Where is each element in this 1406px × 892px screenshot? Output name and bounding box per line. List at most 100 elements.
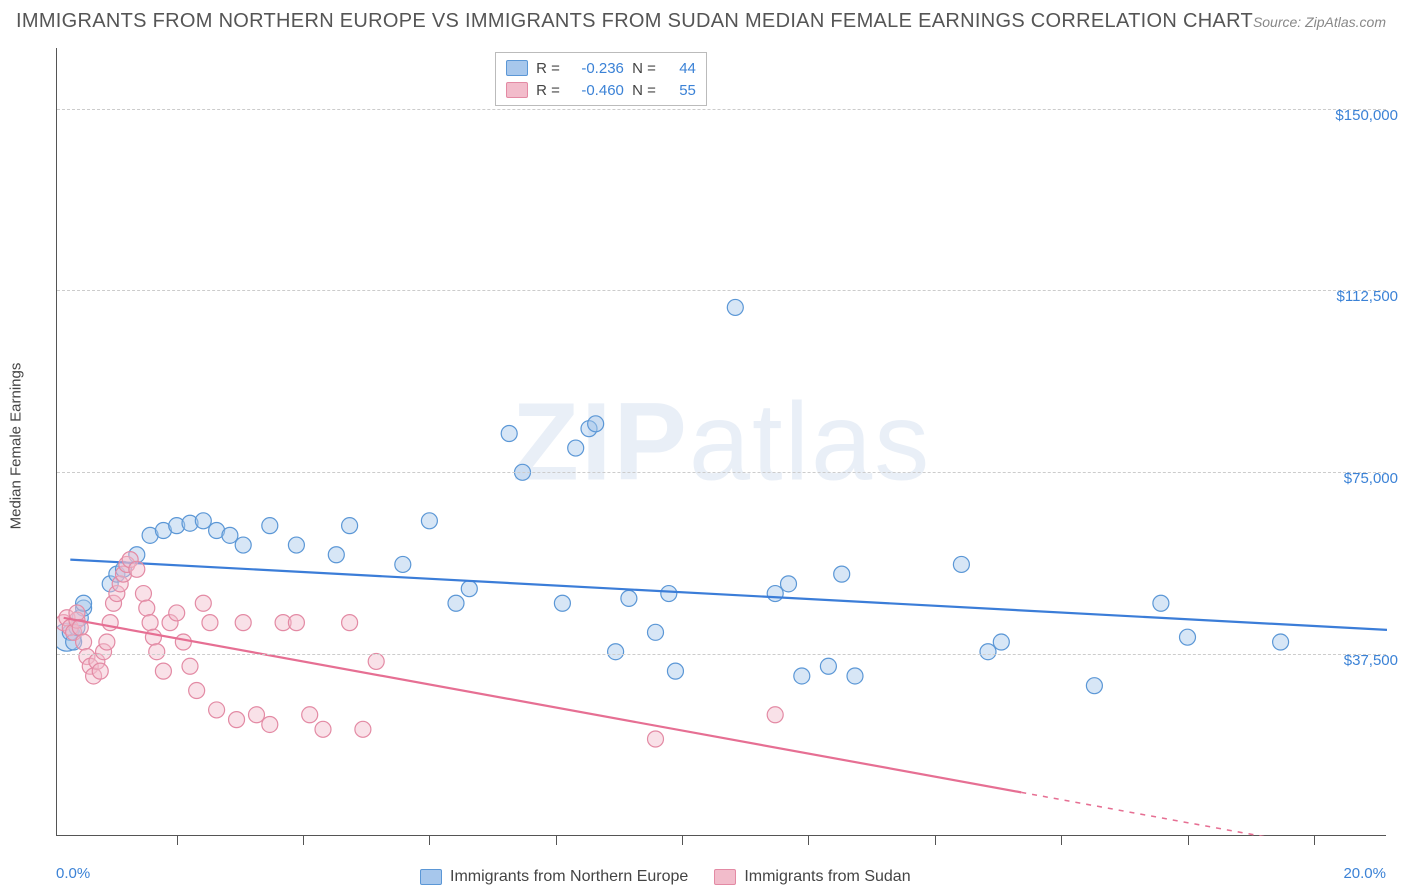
scatter-point	[1180, 629, 1196, 645]
source-prefix: Source:	[1253, 14, 1305, 30]
scatter-point	[249, 707, 265, 723]
x-tick	[429, 835, 430, 845]
scatter-point	[169, 605, 185, 621]
scatter-point	[315, 721, 331, 737]
scatter-point	[661, 586, 677, 602]
x-tick	[1314, 835, 1315, 845]
legend-swatch	[506, 82, 528, 98]
scatter-point	[262, 518, 278, 534]
legend-stats-row: R = -0.460 N = 55	[506, 79, 696, 101]
scatter-point	[195, 595, 211, 611]
plot-area: ZIPatlas	[56, 48, 1386, 836]
scatter-point	[229, 712, 245, 728]
scatter-point	[139, 600, 155, 616]
scatter-point	[501, 426, 517, 442]
x-tick	[556, 835, 557, 845]
scatter-point	[1273, 634, 1289, 650]
scatter-point	[621, 590, 637, 606]
scatter-point	[355, 721, 371, 737]
scatter-point	[195, 513, 211, 529]
source-name: ZipAtlas.com	[1305, 14, 1386, 30]
x-tick	[935, 835, 936, 845]
scatter-point	[342, 615, 358, 631]
legend-stats: R = -0.236 N = 44 R = -0.460 N = 55	[495, 52, 707, 106]
x-tick	[682, 835, 683, 845]
scatter-point	[145, 629, 161, 645]
scatter-point	[767, 586, 783, 602]
scatter-point	[980, 644, 996, 660]
scatter-point	[92, 663, 108, 679]
scatter-point	[421, 513, 437, 529]
chart-svg	[57, 48, 1387, 836]
legend-item: Immigrants from Sudan	[714, 868, 910, 886]
scatter-point	[202, 615, 218, 631]
legend-item: Immigrants from Northern Europe	[420, 868, 688, 886]
trend-line-extrapolated	[1021, 792, 1387, 836]
scatter-point	[1153, 595, 1169, 611]
scatter-point	[155, 663, 171, 679]
scatter-point	[781, 576, 797, 592]
scatter-point	[648, 731, 664, 747]
scatter-point	[395, 556, 411, 572]
scatter-point	[794, 668, 810, 684]
scatter-point	[368, 653, 384, 669]
scatter-point	[302, 707, 318, 723]
scatter-point	[99, 634, 115, 650]
gridline-h	[57, 290, 1386, 291]
scatter-point	[448, 595, 464, 611]
scatter-point	[135, 586, 151, 602]
x-tick	[1061, 835, 1062, 845]
scatter-point	[568, 440, 584, 456]
scatter-point	[149, 644, 165, 660]
legend-series-label: Immigrants from Northern Europe	[450, 868, 688, 886]
scatter-point	[727, 299, 743, 315]
chart-title: IMMIGRANTS FROM NORTHERN EUROPE VS IMMIG…	[16, 10, 1253, 33]
scatter-point	[209, 702, 225, 718]
scatter-point	[767, 707, 783, 723]
x-axis-max-label: 20.0%	[1343, 865, 1386, 882]
scatter-point	[648, 624, 664, 640]
x-tick	[303, 835, 304, 845]
scatter-point	[461, 581, 477, 597]
y-tick-label: $37,500	[1344, 652, 1398, 669]
scatter-point	[262, 716, 278, 732]
gridline-h	[57, 472, 1386, 473]
y-tick-label: $112,500	[1337, 288, 1398, 305]
scatter-point	[667, 663, 683, 679]
scatter-point	[953, 556, 969, 572]
legend-stats-row: R = -0.236 N = 44	[506, 57, 696, 79]
y-tick-label: $75,000	[1344, 470, 1398, 487]
legend-n-value: 44	[662, 60, 696, 77]
legend-r-value: -0.460	[566, 82, 624, 99]
legend-n-value: 55	[662, 82, 696, 99]
y-tick-label: $150,000	[1335, 107, 1398, 124]
x-tick	[177, 835, 178, 845]
legend-r-label: R =	[534, 82, 560, 99]
scatter-point	[175, 634, 191, 650]
scatter-point	[554, 595, 570, 611]
scatter-point	[820, 658, 836, 674]
scatter-point	[342, 518, 358, 534]
legend-bottom: Immigrants from Northern Europe Immigrant…	[420, 868, 911, 886]
gridline-h	[57, 654, 1386, 655]
legend-r-label: R =	[534, 60, 560, 77]
scatter-point	[288, 615, 304, 631]
scatter-point	[189, 683, 205, 699]
scatter-point	[142, 615, 158, 631]
legend-swatch	[714, 869, 736, 885]
scatter-point	[235, 615, 251, 631]
gridline-h	[57, 109, 1386, 110]
legend-n-label: N =	[630, 60, 656, 77]
legend-r-value: -0.236	[566, 60, 624, 77]
scatter-point	[608, 644, 624, 660]
legend-n-label: N =	[630, 82, 656, 99]
scatter-point	[328, 547, 344, 563]
x-tick	[808, 835, 809, 845]
scatter-point	[235, 537, 251, 553]
y-axis-label: Median Female Earnings	[8, 363, 25, 530]
trend-line	[64, 618, 1022, 793]
scatter-point	[288, 537, 304, 553]
scatter-point	[993, 634, 1009, 650]
scatter-point	[222, 527, 238, 543]
x-tick	[1188, 835, 1189, 845]
